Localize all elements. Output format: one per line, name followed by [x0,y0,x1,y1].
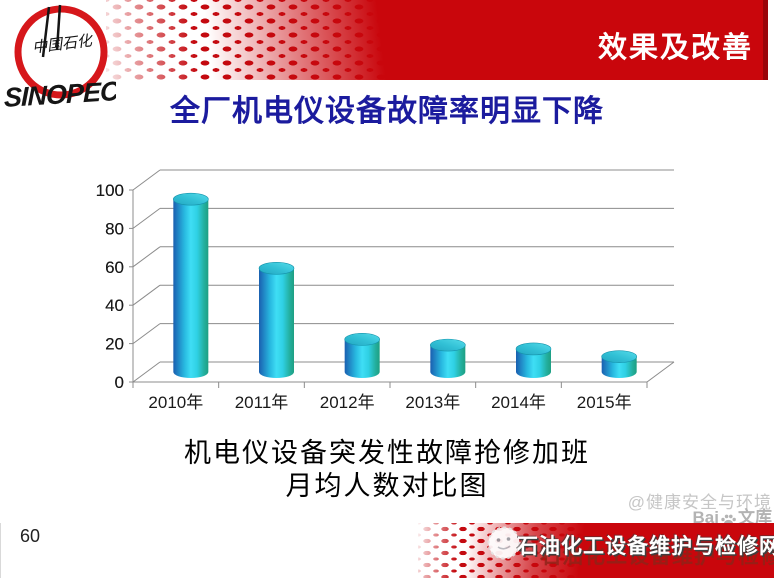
header-section-label: 效果及改善 [597,32,753,64]
chart-caption: 机电仪设备突发性故障抢修加班 月均人数对比图 [0,437,774,503]
logo-derrick-lines [41,4,62,58]
svg-text:0: 0 [115,373,124,392]
svg-text:40: 40 [105,296,124,315]
failure-rate-chart: 0 20 40 60 80 100 0 20 40 60 80 100 2010年 2011年 2012年 2… [90,158,710,430]
svg-text:2013年: 2013年 [405,393,460,412]
sinopec-logo-icon: 中国石化 SINOPEC [4,4,116,112]
svg-text:80: 80 [105,219,124,238]
svg-text:20: 20 [105,335,124,354]
x-axis-labels: 2010年 2011年 2012年 2013年 2014年 2015年 [148,393,631,412]
y-axis-labels: 0 20 40 60 80 100 [96,181,124,392]
svg-text:2014年: 2014年 [491,393,546,412]
banner-text: 石油化工设备维护与检修网 [517,535,774,558]
chart-caption-line2: 月均人数对比图 [285,471,489,501]
wenku-watermark-suffix: 文库 [738,508,772,527]
gridlines [129,169,675,388]
bar-2012年 [344,339,380,378]
bar-2010年 [173,199,209,378]
page-number: 60 [20,526,41,546]
svg-text:20: 20 [105,335,124,354]
chart-caption-line1: 机电仪设备突发性故障抢修加班 [184,438,590,468]
svg-text:100: 100 [96,181,124,200]
svg-text:2012年: 2012年 [320,393,375,412]
y-axis-labels: 0 20 40 60 80 100 [96,181,124,392]
svg-text:60: 60 [105,258,124,277]
logo-en-text: SINOPEC [4,76,116,112]
bars [173,192,637,378]
left-edge-divider [0,523,1,578]
bar-2011年 [259,268,294,378]
svg-text:100: 100 [96,181,124,200]
hse-watermark: @健康安全与环境 [627,493,772,512]
banner-badge-icon [487,526,521,560]
svg-text:40: 40 [105,296,124,315]
bar-2014年 [516,348,551,378]
svg-text:2015年: 2015年 [577,393,632,412]
svg-text:0: 0 [115,373,124,392]
logo-ring [14,5,108,99]
svg-text:80: 80 [105,219,124,238]
bar-2013年 [430,345,466,378]
svg-text:2010年: 2010年 [148,393,203,412]
wenku-watermark: Bai 文库 [693,503,772,528]
wenku-watermark-prefix: Bai [692,508,719,527]
banner-ghost-text: 石油化工设备维护与检修网 [540,545,774,568]
logo-cn-text: 中国石化 [31,32,95,56]
svg-text:60: 60 [105,258,124,277]
slide-title: 全厂机电仪设备故障率明显下降 [170,95,604,128]
footer-banner: 石油化工设备维护与检修网 石油化工设备维护与检修网 [418,523,774,578]
header-band: 效果及改善 [106,0,768,80]
svg-text:2011年: 2011年 [235,393,289,412]
